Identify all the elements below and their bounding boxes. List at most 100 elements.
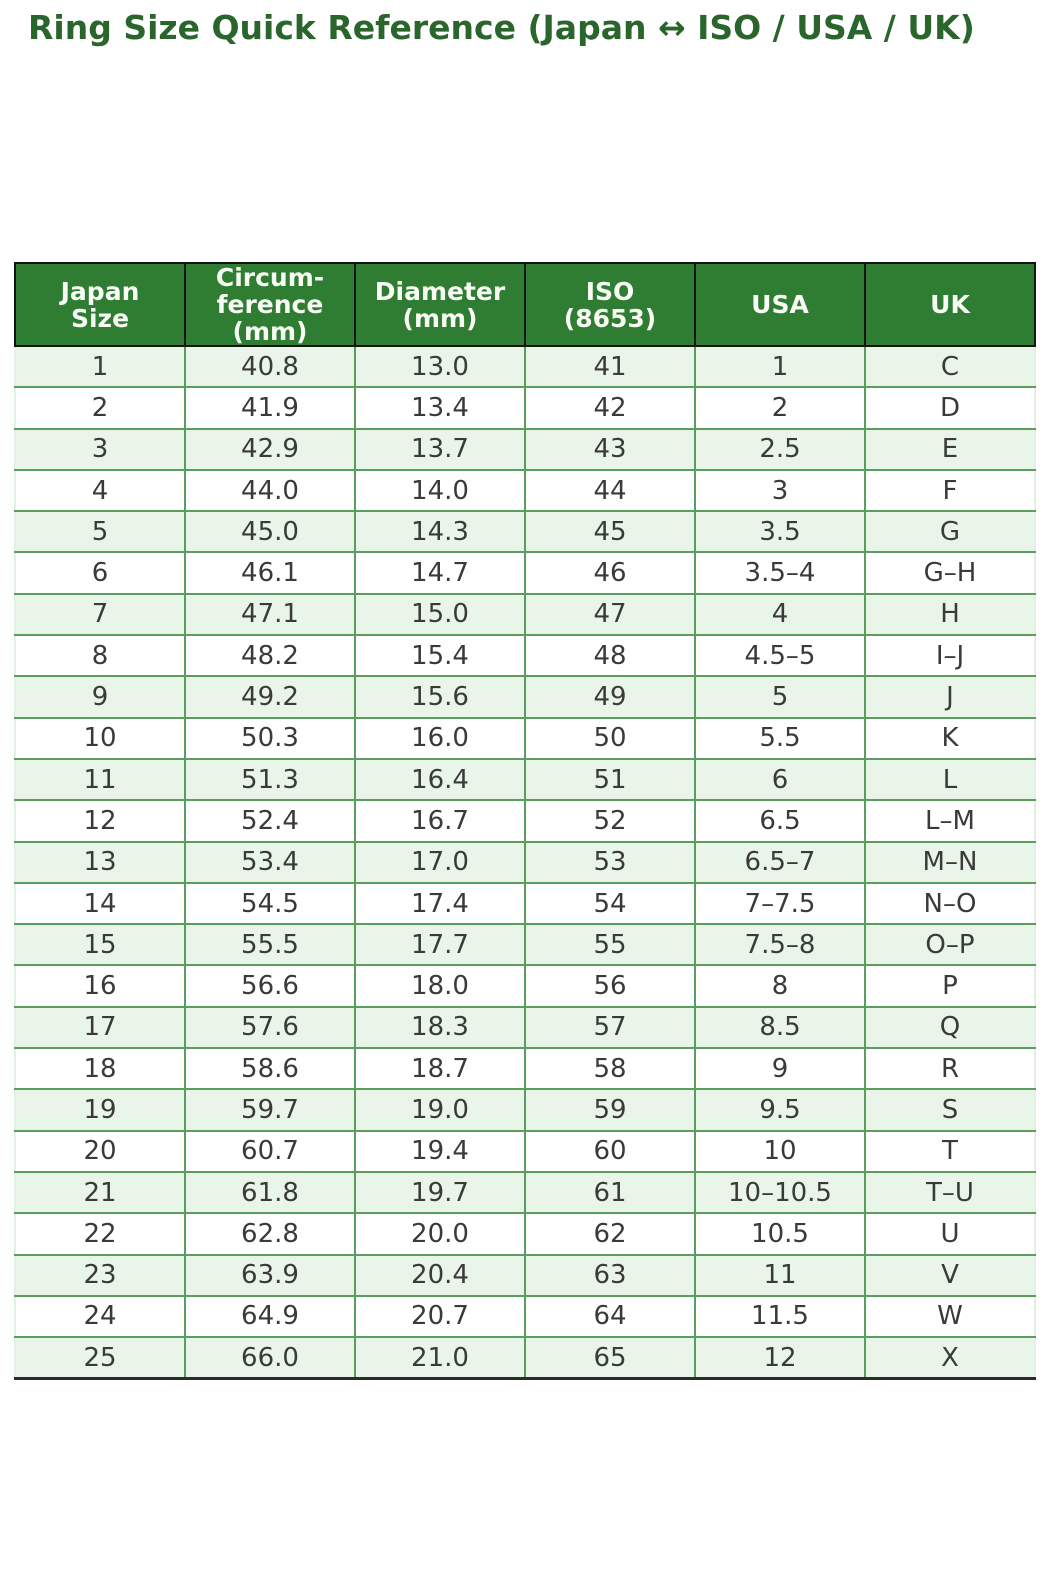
cell: 10 (694, 1129, 866, 1173)
header-row: Japan Size Circum- ference (mm) Diameter… (14, 262, 1036, 347)
cell: 15 (14, 923, 186, 967)
cell: 9.5 (694, 1088, 866, 1132)
cell: 62 (524, 1212, 696, 1256)
cell: 52.4 (184, 799, 356, 843)
cell: H (864, 592, 1036, 637)
cell: 54.5 (184, 881, 356, 926)
cell: 5 (14, 510, 186, 554)
cell: 13.4 (354, 386, 526, 430)
cell: 24 (14, 1294, 186, 1339)
cell: 62.8 (184, 1212, 356, 1256)
cell: 53.4 (184, 840, 356, 884)
cell: 10–10.5 (694, 1170, 866, 1215)
cell: T–U (864, 1170, 1036, 1215)
cell: L–M (864, 799, 1036, 843)
cell: 63 (524, 1253, 696, 1297)
cell: 10 (14, 716, 186, 760)
table-row: 1 40.8 13.0 41 1 C (14, 344, 1036, 389)
cell: 60 (524, 1129, 696, 1173)
table-row: 4 44.0 14.0 44 3 F (14, 468, 1036, 513)
cell: 48.2 (184, 634, 356, 678)
cell: F (864, 468, 1036, 513)
cell: 7 (14, 592, 186, 637)
cell: 57 (524, 1005, 696, 1050)
cell: 5 (694, 675, 866, 719)
cell: 8.5 (694, 1005, 866, 1050)
cell: 14 (14, 881, 186, 926)
cell: 1 (694, 344, 866, 389)
cell: 19 (14, 1088, 186, 1132)
cell: 4 (694, 592, 866, 637)
cell: Q (864, 1005, 1036, 1050)
cell: 1 (14, 344, 186, 389)
cell: 19.0 (354, 1088, 526, 1132)
cell: 51.3 (184, 757, 356, 802)
cell: 47 (524, 592, 696, 637)
cell: 19.7 (354, 1170, 526, 1215)
cell: 8 (14, 634, 186, 678)
cell: 11.5 (694, 1294, 866, 1339)
table-row: 24 64.9 20.7 64 11.5 W (14, 1294, 1036, 1339)
cell: 45 (524, 510, 696, 554)
cell: 5.5 (694, 716, 866, 760)
cell: 17.4 (354, 881, 526, 926)
cell: I–J (864, 634, 1036, 678)
cell: S (864, 1088, 1036, 1132)
page-title: Ring Size Quick Reference (Japan ↔ ISO /… (28, 8, 975, 47)
cell: 15.4 (354, 634, 526, 678)
cell: 14.0 (354, 468, 526, 513)
cell: K (864, 716, 1036, 760)
cell: O–P (864, 923, 1036, 967)
cell: G–H (864, 551, 1036, 595)
cell: 12 (14, 799, 186, 843)
cell: 2 (694, 386, 866, 430)
cell: 20.4 (354, 1253, 526, 1297)
cell: 7–7.5 (694, 881, 866, 926)
cell: G (864, 510, 1036, 554)
cell: 52 (524, 799, 696, 843)
cell: 14.7 (354, 551, 526, 595)
column-header-uk: UK (864, 262, 1036, 347)
cell: 20.7 (354, 1294, 526, 1339)
cell: 4 (14, 468, 186, 513)
cell: W (864, 1294, 1036, 1339)
cell: 21.0 (354, 1336, 526, 1381)
cell: 3 (694, 468, 866, 513)
table-row: 11 51.3 16.4 51 6 L (14, 757, 1036, 802)
table-row: 25 66.0 21.0 65 12 X (14, 1336, 1036, 1381)
cell: P (864, 964, 1036, 1008)
cell: 44.0 (184, 468, 356, 513)
table-row: 18 58.6 18.7 58 9 R (14, 1047, 1036, 1091)
cell: L (864, 757, 1036, 802)
column-header-diameter: Diameter (mm) (354, 262, 526, 347)
cell: 46.1 (184, 551, 356, 595)
cell: N–O (864, 881, 1036, 926)
table-row: 10 50.3 16.0 50 5.5 K (14, 716, 1036, 760)
cell: 42 (524, 386, 696, 430)
cell: V (864, 1253, 1036, 1297)
cell: 59.7 (184, 1088, 356, 1132)
cell: 40.8 (184, 344, 356, 389)
cell: 2.5 (694, 427, 866, 471)
table-row: 16 56.6 18.0 56 8 P (14, 964, 1036, 1008)
cell: 45.0 (184, 510, 356, 554)
cell: 18.7 (354, 1047, 526, 1091)
cell: J (864, 675, 1036, 719)
cell: 61.8 (184, 1170, 356, 1215)
table-row: 14 54.5 17.4 54 7–7.5 N–O (14, 881, 1036, 926)
table-row: 23 63.9 20.4 63 11 V (14, 1253, 1036, 1297)
cell: 9 (14, 675, 186, 719)
cell: T (864, 1129, 1036, 1173)
table-row: 9 49.2 15.6 49 5 J (14, 675, 1036, 719)
table-row: 13 53.4 17.0 53 6.5–7 M–N (14, 840, 1036, 884)
cell: 8 (694, 964, 866, 1008)
cell: 20 (14, 1129, 186, 1173)
table-row: 17 57.6 18.3 57 8.5 Q (14, 1005, 1036, 1050)
cell: 58.6 (184, 1047, 356, 1091)
cell: 55 (524, 923, 696, 967)
column-header-circumference: Circum- ference (mm) (184, 262, 356, 347)
cell: 13.0 (354, 344, 526, 389)
cell: 22 (14, 1212, 186, 1256)
cell: 3.5 (694, 510, 866, 554)
table-row: 12 52.4 16.7 52 6.5 L–M (14, 799, 1036, 843)
